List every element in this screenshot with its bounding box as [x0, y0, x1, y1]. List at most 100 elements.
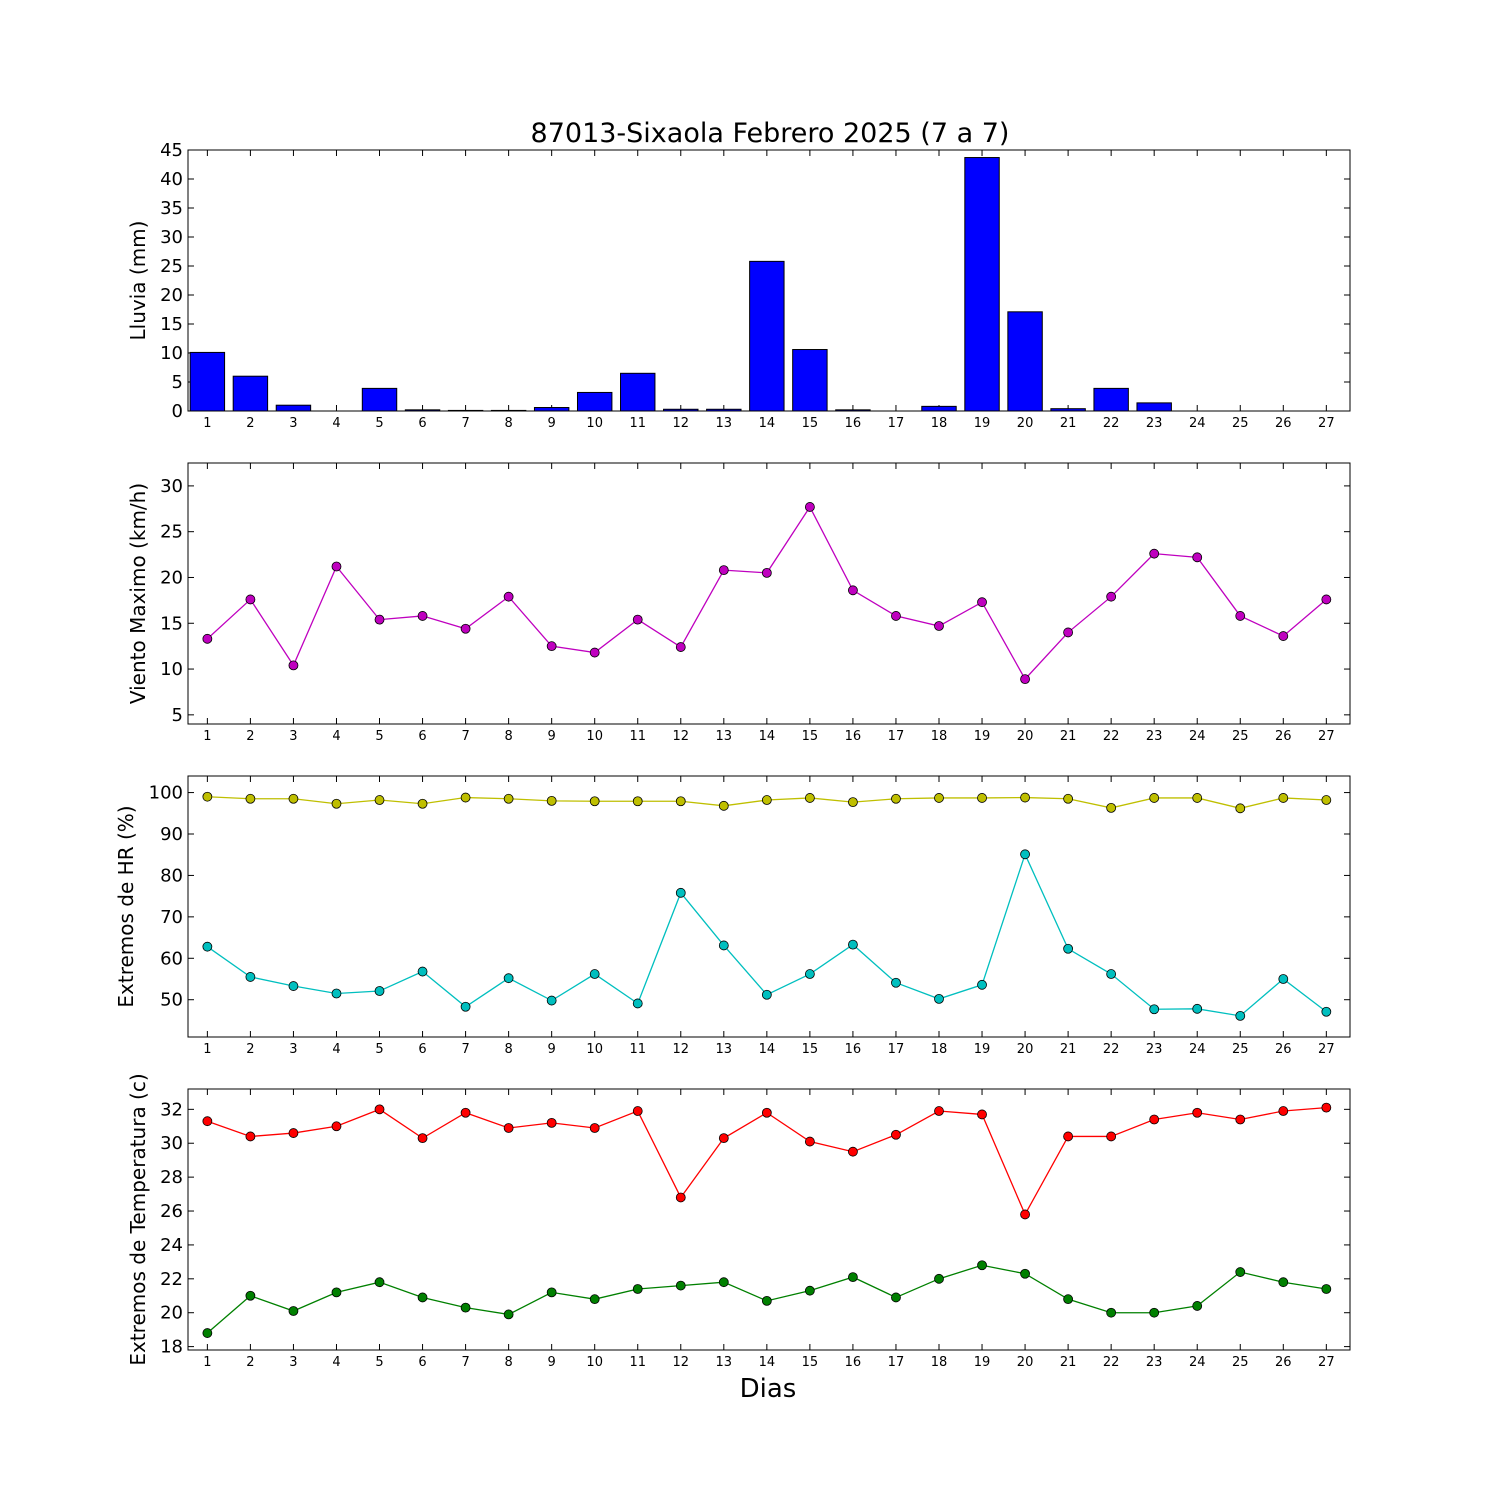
data-point: [460, 1001, 471, 1012]
y-tick-label: 100: [149, 783, 183, 804]
data-point: [374, 986, 385, 996]
data-point: [761, 1295, 772, 1306]
x-tick-label: 18: [931, 1042, 948, 1057]
data-point: [202, 1328, 213, 1338]
data-point: [1235, 611, 1246, 621]
y-tick-label: 60: [160, 948, 183, 969]
x-tick-label: 21: [1060, 729, 1077, 744]
data-point: [1149, 1307, 1160, 1318]
data-point: [1278, 1106, 1289, 1116]
x-tick-label: 23: [1146, 729, 1163, 744]
bar: [921, 405, 957, 412]
data-point: [503, 1123, 514, 1133]
bar: [620, 372, 656, 412]
data-point: [934, 793, 944, 803]
x-tick-label: 22: [1103, 416, 1120, 431]
data-point: [891, 793, 901, 804]
data-point: [546, 795, 557, 806]
x-tick-label: 14: [759, 416, 776, 431]
data-point: [1235, 803, 1246, 814]
x-tick-label: 2: [246, 729, 254, 744]
x-tick-label: 17: [888, 1355, 905, 1370]
x-tick-label: 16: [845, 1355, 862, 1370]
data-point: [1321, 1284, 1332, 1294]
x-tick-label: 19: [974, 729, 991, 744]
x-tick-label: 7: [461, 1042, 469, 1057]
data-point: [1020, 1268, 1030, 1279]
y-tick-label: 35: [160, 198, 183, 219]
y-tick-label: 32: [160, 1099, 183, 1120]
y-tick-label: 20: [160, 285, 183, 306]
data-point: [1235, 1010, 1246, 1021]
data-point: [288, 1128, 299, 1138]
y-tick-label: 80: [160, 865, 183, 886]
bar: [490, 409, 527, 412]
x-tick-label: 8: [504, 1042, 512, 1057]
y-tick-label: 40: [160, 169, 183, 190]
data-point: [589, 1123, 600, 1133]
x-tick-label: 3: [289, 1042, 297, 1057]
y-axis-label: Extremos de Temperatura (c): [126, 1073, 150, 1365]
x-tick-label: 21: [1060, 1042, 1077, 1057]
data-point: [546, 641, 557, 652]
data-point: [977, 1260, 987, 1271]
data-point: [1235, 1267, 1246, 1277]
bar: [964, 157, 1000, 412]
data-point: [761, 795, 772, 805]
x-tick-label: 13: [716, 416, 733, 431]
y-tick-label: 26: [160, 1201, 183, 1222]
y-tick-label: 24: [160, 1235, 183, 1256]
data-point: [1063, 943, 1074, 954]
x-tick-label: 11: [629, 729, 646, 744]
y-tick-label: 15: [160, 314, 183, 335]
x-tick-label: 20: [1017, 416, 1034, 431]
x-tick-label: 6: [418, 729, 426, 744]
data-point: [460, 623, 471, 634]
data-point: [675, 1280, 686, 1291]
x-tick-label: 12: [673, 1355, 690, 1370]
x-tick-label: 21: [1060, 1355, 1077, 1370]
x-tick-label: 14: [759, 729, 776, 744]
data-point: [1020, 792, 1030, 803]
x-tick-label: 12: [673, 1042, 690, 1057]
x-axis-label: Dias: [740, 1374, 797, 1404]
data-point: [804, 793, 815, 803]
x-tick-label: 10: [586, 1042, 603, 1057]
data-point: [417, 611, 428, 621]
x-tick-label: 3: [289, 416, 297, 431]
x-tick-label: 18: [931, 1355, 948, 1370]
x-tick-label: 14: [759, 1355, 776, 1370]
data-point: [589, 969, 600, 979]
y-axis-label: Extremos de HR (%): [114, 805, 138, 1007]
x-tick-label: 9: [548, 729, 556, 744]
data-point: [546, 1117, 557, 1128]
bar: [447, 409, 484, 412]
x-tick-label: 9: [548, 1355, 556, 1370]
x-tick-label: 8: [504, 1355, 512, 1370]
x-tick-label: 20: [1017, 1355, 1034, 1370]
x-tick-label: 27: [1318, 416, 1335, 431]
x-tick-label: 8: [504, 416, 512, 431]
x-tick-label: 9: [548, 1042, 556, 1057]
data-point: [891, 1292, 901, 1303]
data-point: [1020, 849, 1030, 860]
data-point: [202, 633, 213, 644]
data-point: [331, 988, 342, 999]
bar: [232, 375, 269, 412]
y-tick-label: 10: [160, 343, 183, 364]
data-point: [675, 642, 686, 652]
x-tick-label: 15: [802, 729, 819, 744]
x-tick-label: 16: [845, 729, 862, 744]
data-point: [1278, 1277, 1289, 1288]
data-point: [331, 1287, 342, 1298]
x-tick-label: 17: [888, 1042, 905, 1057]
data-point: [288, 660, 299, 671]
data-point: [1278, 793, 1289, 803]
bar: [1050, 408, 1086, 412]
data-point: [848, 797, 858, 807]
bar: [533, 407, 570, 412]
y-tick-label: 90: [160, 824, 183, 845]
data-point: [1106, 803, 1117, 813]
data-point: [632, 1106, 643, 1116]
data-point: [417, 1292, 428, 1303]
